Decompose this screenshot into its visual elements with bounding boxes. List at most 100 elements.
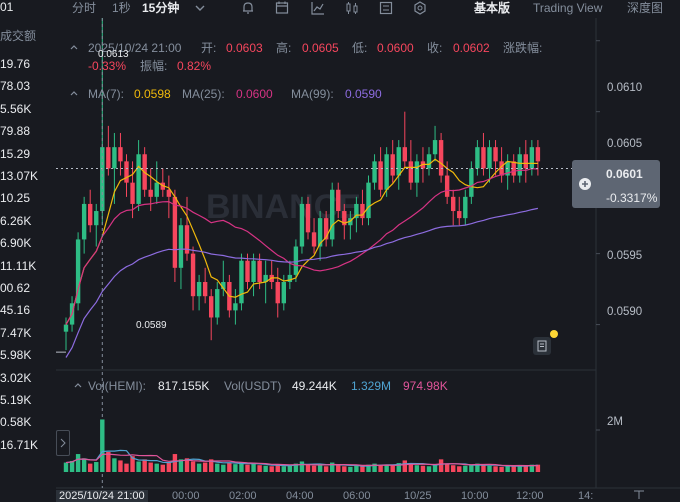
- chart-tool-button[interactable]: [533, 330, 558, 355]
- change-label: 涨跌幅:: [503, 41, 543, 55]
- ma-collapse-icon[interactable]: [68, 87, 80, 99]
- volume-bar: [517, 465, 522, 472]
- volume-bar: [529, 464, 535, 472]
- volume-bar: [69, 460, 75, 472]
- candle-body: [63, 324, 69, 332]
- panel-expand-button[interactable]: [56, 430, 70, 456]
- candle-body: [414, 161, 420, 183]
- volume-bar: [172, 454, 178, 472]
- amplitude-label: 振幅:: [140, 59, 168, 73]
- orderbook-row: 6.26K: [0, 213, 32, 228]
- candle-body: [342, 211, 347, 226]
- volume-bar: [438, 459, 444, 472]
- volume-bar: [239, 462, 244, 472]
- time-tick: 10:00: [461, 490, 489, 502]
- volume-bar: [499, 466, 504, 472]
- plus-circle-icon[interactable]: [578, 177, 592, 191]
- bell-icon[interactable]: [240, 0, 256, 16]
- volume-bar: [342, 466, 347, 472]
- volume-bar: [112, 458, 117, 472]
- scale-arrow-icon[interactable]: [632, 488, 646, 499]
- volume-bar: [493, 466, 498, 472]
- close-label: 收:: [427, 41, 443, 55]
- candle-body: [112, 147, 117, 169]
- candle-body: [257, 260, 262, 282]
- volume-bar: [360, 466, 365, 472]
- volume-bar: [336, 465, 341, 472]
- candle-body: [75, 239, 81, 304]
- orderbook-header-top: 01: [0, 0, 14, 14]
- candle-body: [100, 147, 105, 212]
- candle-body: [299, 203, 305, 247]
- hexagon-icon[interactable]: [412, 0, 428, 16]
- volume-bar: [505, 465, 510, 472]
- candlestick-chart[interactable]: BINANCE: [56, 18, 680, 499]
- orderbook-row: 3.02K: [0, 370, 32, 385]
- orderbook-row: 0.58K: [0, 415, 32, 430]
- price-tick: 0.0605: [607, 138, 643, 150]
- volume-bar: [402, 460, 407, 472]
- volume-bar: [166, 462, 172, 472]
- volume-bar: [196, 463, 202, 472]
- candle-body: [535, 147, 541, 162]
- volume-bar: [487, 465, 492, 472]
- volume-bar: [130, 456, 135, 472]
- watermark: BINANCE: [206, 188, 361, 226]
- candle-body: [396, 147, 401, 176]
- candle-body: [493, 147, 498, 162]
- candle-body: [444, 175, 450, 197]
- orderbook-row: 15.29: [0, 146, 31, 161]
- view-depth[interactable]: 深度图: [627, 1, 664, 15]
- line-chart-icon[interactable]: [310, 0, 326, 16]
- volume-bar: [408, 463, 414, 472]
- interval-tab-1s[interactable]: 1秒: [112, 1, 131, 15]
- volume-bar: [444, 463, 450, 472]
- candle-body: [281, 282, 286, 304]
- volume-bar: [257, 465, 262, 472]
- current-price-box[interactable]: 0.0601 -0.3317%: [572, 160, 660, 208]
- candlestick-icon[interactable]: [344, 0, 360, 16]
- orderbook-header-label: 成交额: [0, 29, 37, 43]
- candle-body: [457, 211, 462, 219]
- chevron-down-icon[interactable]: [192, 0, 208, 16]
- volume-bar: [281, 466, 286, 472]
- time-tick: 02:00: [229, 490, 257, 502]
- volume-bar: [184, 458, 190, 472]
- low-marker-label: 0.0589: [136, 320, 167, 331]
- view-tradingview[interactable]: Trading View: [533, 1, 603, 15]
- orderbook-row: 11.11K: [0, 258, 37, 273]
- collapse-chevron-icon[interactable]: [68, 41, 80, 53]
- volume-value: 817.155K: [158, 379, 210, 393]
- candle-body: [215, 289, 220, 318]
- time-axis-cursor-label: 2025/10/24 21:00: [56, 490, 148, 502]
- candle-body: [88, 203, 93, 226]
- candle-body: [81, 203, 87, 240]
- volume-collapse-icon[interactable]: [72, 379, 84, 391]
- volume-bar: [426, 466, 432, 472]
- candle-body: [136, 154, 141, 204]
- ma99-value: 0.0590: [345, 87, 382, 101]
- volume-bar: [275, 464, 280, 472]
- time-tick: 10/25: [404, 490, 432, 502]
- candle-body: [408, 161, 414, 183]
- high-marker-label: 0.0613: [98, 49, 129, 60]
- orderbook-row: 16.71K: [0, 437, 39, 452]
- view-basic[interactable]: 基本版: [474, 1, 511, 15]
- settings-sliders-icon[interactable]: [378, 0, 394, 16]
- close-value: 0.0602: [453, 41, 490, 55]
- low-label: 低:: [352, 41, 368, 55]
- interval-tab-timeshare[interactable]: 分时: [72, 1, 97, 15]
- calendar-icon[interactable]: [274, 0, 290, 16]
- orderbook-row: 5.98K: [0, 348, 32, 363]
- volume-ma2-line: [65, 453, 538, 467]
- candle-body: [487, 147, 492, 169]
- chart-toolbar: 分时 1秒 15分钟 基本版 Trading View 深度图: [56, 0, 680, 17]
- orderbook-column: 01 成交额 19.76 78.03 5.56K 79.88 15.29 13.07K 10…: [0, 0, 56, 499]
- volume-bar: [221, 464, 226, 472]
- ma25-value: 0.0600: [236, 87, 273, 101]
- volume-bar: [190, 461, 196, 472]
- candle-body: [432, 140, 438, 155]
- volume-bar: [305, 464, 311, 472]
- candle-body: [124, 161, 129, 183]
- interval-tab-15m[interactable]: 15分钟: [142, 1, 180, 15]
